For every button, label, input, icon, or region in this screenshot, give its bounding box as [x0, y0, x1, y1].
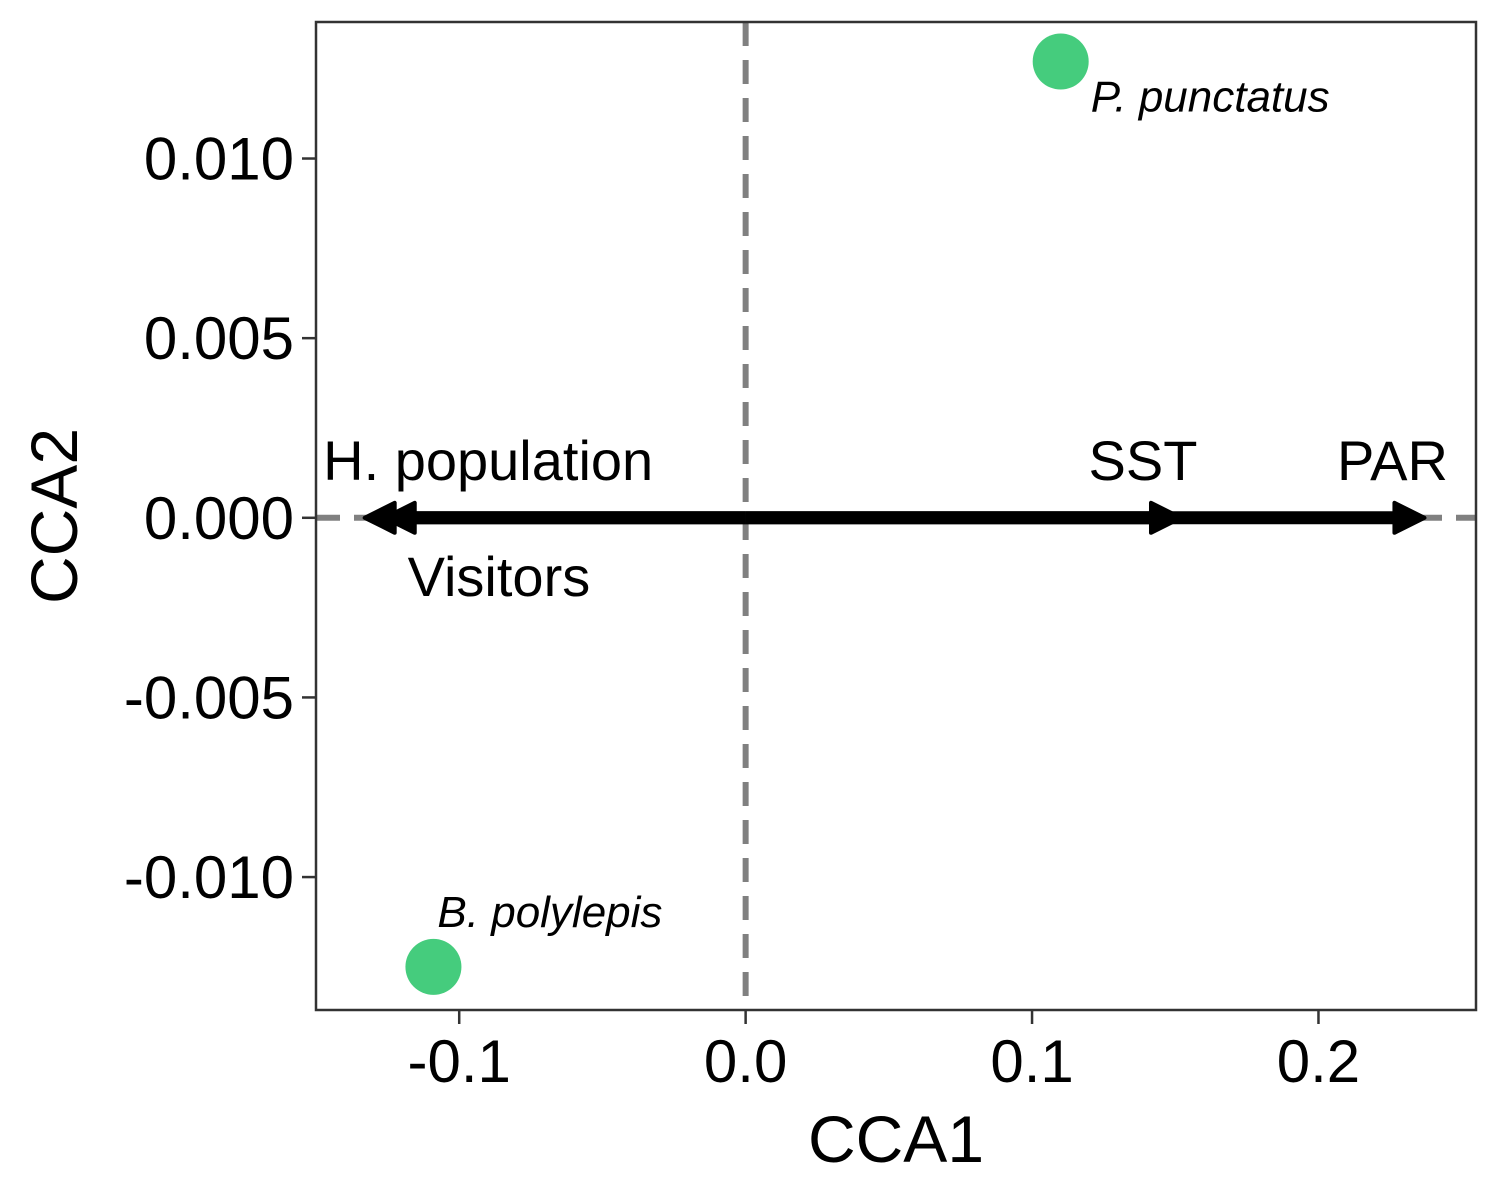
arrow-label-par: PAR [1337, 429, 1448, 492]
y-axis-title: CCA2 [17, 428, 91, 604]
plot-panel-border [314, 20, 1478, 1012]
arrow-par-head [1392, 500, 1427, 535]
axes: -0.1 0.0 0.1 0.2 0.010 0.005 0.000 -0.005 -0.010 [124, 126, 1360, 1095]
arrow-label-sst: SST [1089, 429, 1198, 492]
x-axis-title: CCA1 [808, 1102, 984, 1176]
y-tick-label: -0.010 [124, 844, 294, 911]
y-tick-label: 0.005 [144, 305, 294, 372]
arrow-visitors-head [382, 500, 417, 535]
x-tick-label: 0.2 [1277, 1028, 1360, 1095]
y-tick-label: 0.000 [144, 485, 294, 552]
x-tick-label: -0.1 [408, 1028, 511, 1095]
x-tick-label: 0.0 [704, 1028, 787, 1095]
species-points: P. punctatus B. polylepis [405, 33, 1330, 995]
species-point-p-punctatus [1032, 33, 1089, 90]
y-tick-label: 0.010 [144, 126, 294, 193]
x-tick-label: 0.1 [990, 1028, 1073, 1095]
environmental-arrows: H. population Visitors SST PAR [323, 429, 1448, 608]
y-tick-label: -0.005 [124, 664, 294, 731]
species-point-b-polylepis [405, 938, 462, 995]
species-label-b-polylepis: B. polylepis [437, 888, 662, 937]
species-label-p-punctatus: P. punctatus [1091, 73, 1330, 122]
arrow-label-visitors: Visitors [408, 545, 591, 608]
arrow-label-h-population: H. population [323, 429, 653, 492]
